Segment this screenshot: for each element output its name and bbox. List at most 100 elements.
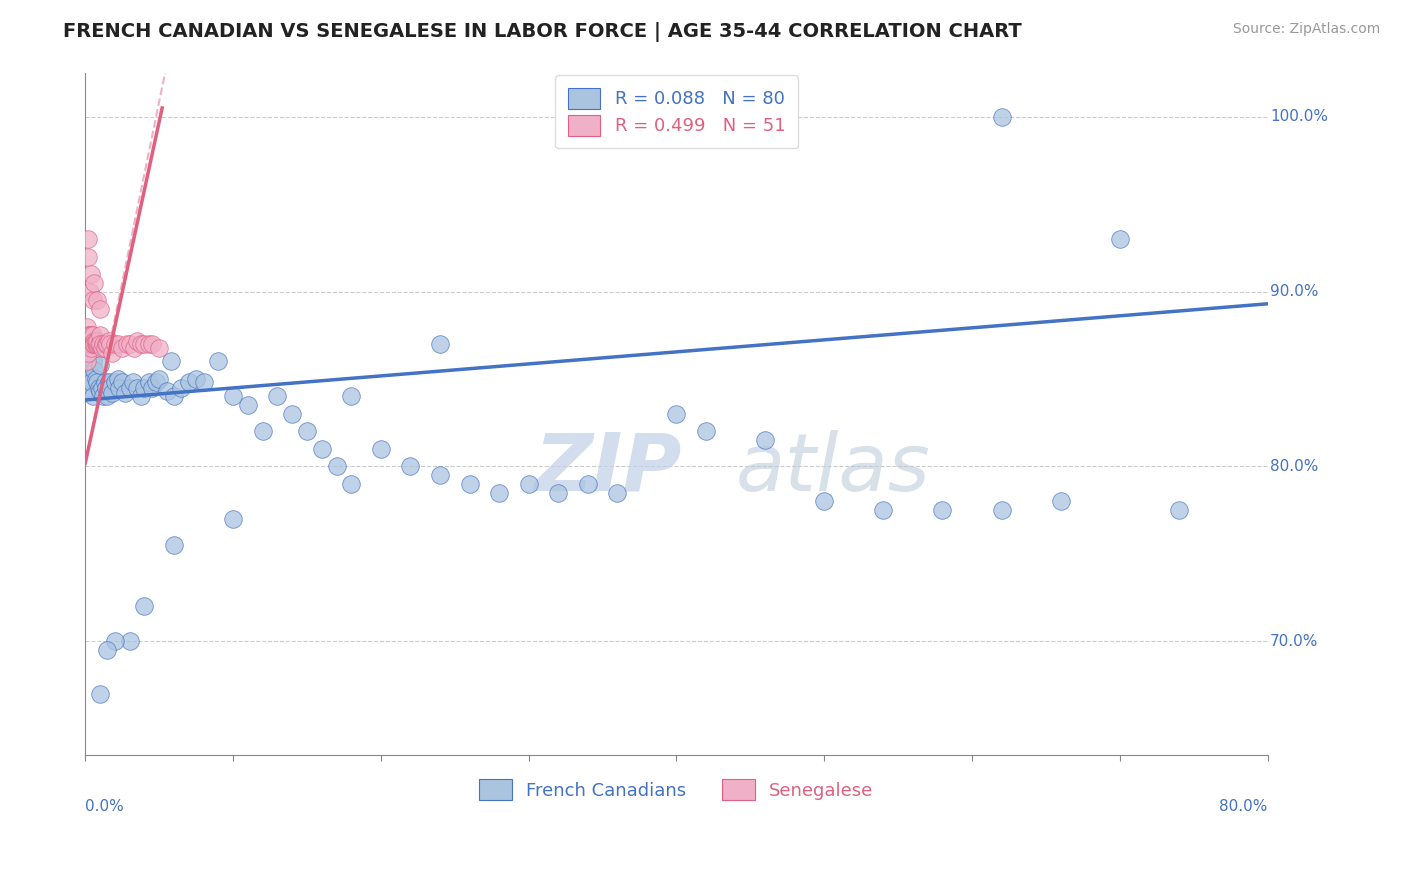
Point (77, 345, 100, 359)
Point (100, 337, 122, 351)
Point (76, 319, 98, 334)
Point (87, 337, 110, 351)
Point (84, 372, 107, 386)
Point (86, 376, 108, 390)
Point (122, 341, 145, 355)
Point (111, 341, 134, 355)
Point (134, 599, 156, 614)
Point (79, 337, 101, 351)
Point (79, 337, 101, 351)
Point (160, 354, 183, 368)
Point (145, 376, 167, 390)
Point (138, 376, 160, 390)
Point (96, 389, 118, 403)
Point (82, 389, 104, 403)
Point (96, 643, 118, 657)
Point (184, 372, 207, 386)
Point (990, 503, 1012, 517)
Point (96, 337, 118, 351)
Point (97, 376, 120, 390)
Point (754, 433, 776, 447)
Point (547, 485, 569, 500)
Point (399, 459, 422, 474)
Point (77, 363, 100, 377)
Text: ZIP: ZIP (534, 430, 682, 508)
Point (86, 293, 108, 308)
Point (84, 334, 107, 348)
Point (606, 485, 628, 500)
Point (89, 687, 111, 701)
Point (148, 341, 170, 355)
Point (990, 110, 1012, 124)
Point (86, 334, 108, 348)
Text: 100.0%: 100.0% (1270, 109, 1327, 124)
Point (695, 425, 717, 439)
Point (1167, 503, 1189, 517)
Point (79, 328, 101, 343)
Point (517, 476, 540, 491)
Point (236, 398, 259, 412)
Text: atlas: atlas (735, 430, 931, 508)
Point (89, 328, 111, 343)
Point (79, 372, 101, 386)
Point (80, 267, 103, 281)
Point (80, 376, 103, 390)
Point (134, 337, 156, 351)
Point (429, 468, 451, 483)
Point (134, 381, 156, 395)
Point (91, 389, 114, 403)
Point (107, 337, 129, 351)
Point (931, 503, 953, 517)
Point (222, 512, 245, 526)
Point (281, 407, 304, 421)
Point (93, 341, 115, 355)
Point (107, 372, 129, 386)
Point (79, 285, 101, 299)
Point (82, 293, 104, 308)
Point (114, 386, 136, 401)
Point (80, 328, 103, 343)
Text: 70.0%: 70.0% (1270, 633, 1319, 648)
Point (170, 381, 193, 395)
Point (325, 459, 347, 474)
Point (118, 381, 141, 395)
Point (125, 334, 148, 348)
Point (93, 376, 115, 390)
Point (86, 337, 108, 351)
Point (108, 381, 131, 395)
Point (488, 485, 510, 500)
Point (141, 381, 163, 395)
Point (82, 337, 104, 351)
Text: 80.0%: 80.0% (1219, 799, 1268, 814)
Point (155, 384, 177, 399)
Point (576, 476, 599, 491)
Point (83, 363, 105, 377)
Point (138, 337, 160, 351)
Point (77, 250, 100, 264)
Point (76, 337, 98, 351)
Point (340, 389, 363, 403)
Point (340, 476, 363, 491)
Point (76, 381, 98, 395)
Point (89, 358, 111, 372)
Point (266, 389, 288, 403)
Point (207, 354, 229, 368)
Point (311, 442, 333, 456)
Point (94, 381, 117, 395)
Point (163, 389, 186, 403)
Text: FRENCH CANADIAN VS SENEGALESE IN LABOR FORCE | AGE 35-44 CORRELATION CHART: FRENCH CANADIAN VS SENEGALESE IN LABOR F… (63, 22, 1022, 42)
Point (77, 337, 100, 351)
Point (121, 376, 143, 390)
Point (193, 376, 215, 390)
Point (665, 407, 688, 421)
Text: Source: ZipAtlas.com: Source: ZipAtlas.com (1233, 22, 1381, 37)
Point (118, 634, 141, 648)
Point (125, 381, 148, 395)
Point (83, 337, 105, 351)
Point (177, 376, 200, 390)
Point (1049, 494, 1071, 508)
Point (429, 337, 451, 351)
Point (118, 337, 141, 351)
Point (458, 476, 481, 491)
Point (101, 345, 124, 359)
